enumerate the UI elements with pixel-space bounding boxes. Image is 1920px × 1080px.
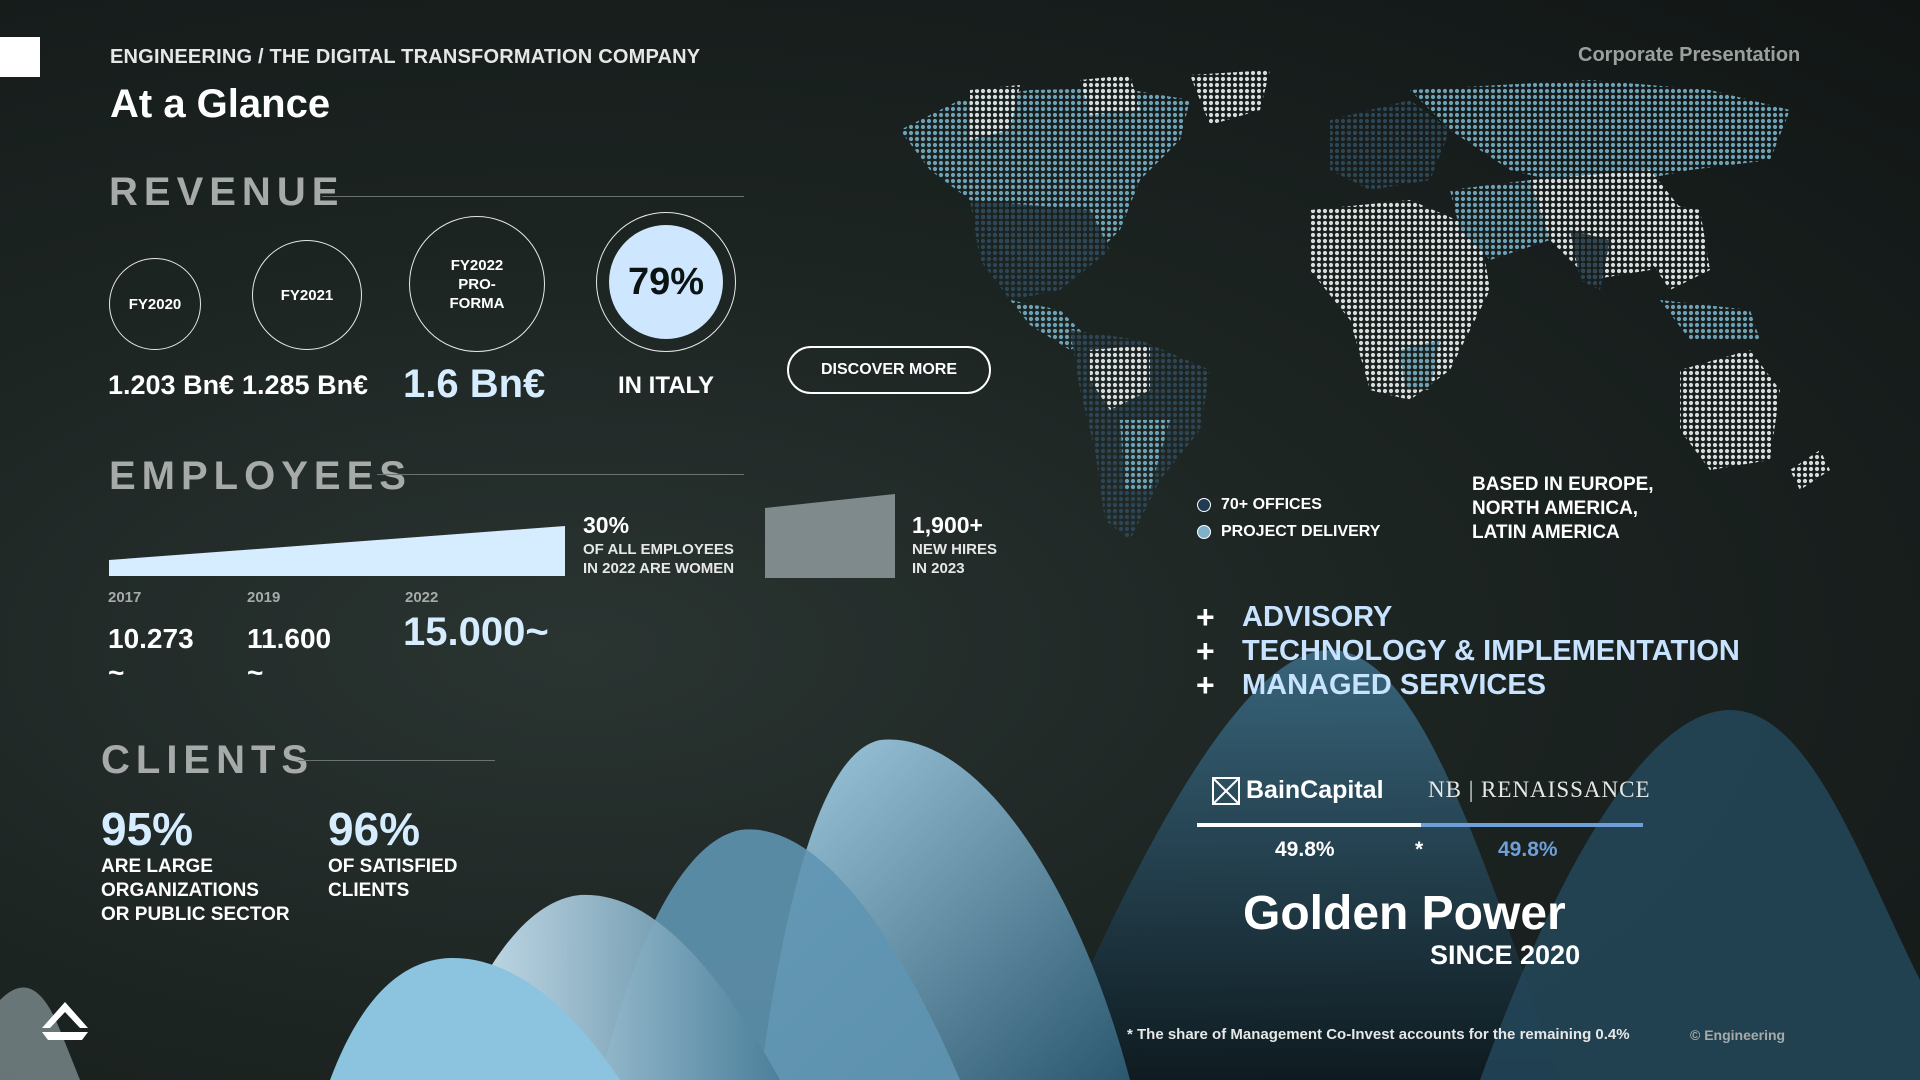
revenue-circle-fy2020: FY2020: [109, 258, 201, 350]
large-org-pct: 95%: [101, 803, 194, 855]
page-title: At a Glance: [110, 82, 331, 126]
hires-label-2: IN 2023: [912, 560, 965, 577]
large-org-label-1: ARE LARGE: [101, 856, 213, 877]
employees-year-2019: 2019: [247, 589, 281, 606]
clients-divider: [298, 760, 495, 761]
nb-renaissance-logo: NB | RENAISSANCE: [1428, 777, 1651, 802]
clients-heading: CLIENTS: [101, 738, 315, 782]
golden-power-since: SINCE 2020: [1430, 940, 1581, 970]
service-item-advisory: + ADVISORY: [1196, 598, 1393, 635]
revenue-divider: [322, 196, 744, 197]
employees-year-2022: 2022: [405, 589, 439, 606]
hires-label-1: NEW HIRES: [912, 541, 998, 558]
hires-count: 1,900+: [912, 512, 983, 538]
ownership-pct-b: 49.8%: [1498, 838, 1558, 861]
revenue-circle-fy2022: FY2022 PRO-FORMA: [409, 216, 545, 352]
legend-offices-dot: [1197, 498, 1211, 512]
italy-label: IN ITALY: [618, 372, 715, 399]
employees-value-2022: 15.000~: [403, 610, 549, 654]
decorative-waves: [0, 650, 1920, 1080]
employees-value-2019: 11.600 ~: [247, 623, 332, 688]
revenue-circle-italy: 79%: [596, 212, 736, 352]
legend-delivery-label: PROJECT DELIVERY: [1221, 523, 1381, 540]
legend-offices-label: 70+ OFFICES: [1221, 496, 1322, 513]
women-pct: 30%: [583, 512, 630, 538]
ownership-separator: *: [1415, 838, 1424, 861]
footnote: * The share of Management Co-Invest acco…: [1127, 1026, 1630, 1043]
ownership-pct-a: 49.8%: [1275, 838, 1335, 861]
employees-heading: EMPLOYEES: [109, 454, 412, 498]
large-org-label-2: ORGANIZATIONS: [101, 880, 259, 901]
corner-tab: [0, 37, 40, 77]
satisfied-label-2: CLIENTS: [328, 880, 410, 901]
employees-value-2017: 10.273 ~: [108, 623, 194, 688]
ownership-bar-a: [1197, 823, 1421, 827]
service-item-managed: + MANAGED SERVICES: [1196, 666, 1547, 703]
revenue-heading: REVENUE: [109, 170, 345, 214]
baincapital-logo: BainCapital: [1212, 776, 1384, 805]
copyright: © Engineering: [1690, 1027, 1786, 1043]
new-hires-block: [765, 494, 895, 578]
ownership-bar-b: [1421, 823, 1643, 827]
world-map: [900, 70, 1830, 540]
legend-delivery-dot: [1197, 525, 1211, 539]
engineering-logo-icon: [42, 1002, 88, 1040]
revenue-value-fy2022: 1.6 Bn€: [403, 362, 546, 406]
satisfied-pct: 96%: [328, 803, 421, 855]
women-label-2: IN 2022 ARE WOMEN: [583, 560, 735, 577]
plus-icon: +: [1196, 598, 1215, 635]
service-item-technology: + TECHNOLOGY & IMPLEMENTATION: [1196, 632, 1740, 669]
plus-icon: +: [1196, 632, 1215, 669]
company-line: ENGINEERING / THE DIGITAL TRANSFORMATION…: [110, 46, 701, 68]
revenue-circle-fy2021: FY2021: [252, 240, 362, 350]
employees-year-2017: 2017: [108, 589, 142, 606]
corporate-label: Corporate Presentation: [1578, 44, 1801, 66]
satisfied-label-1: OF SATISFIED: [328, 856, 458, 877]
italy-pct-badge: 79%: [609, 225, 723, 339]
services-list: + ADVISORY + TECHNOLOGY & IMPLEMENTATION…: [1196, 598, 1740, 703]
revenue-value-fy2021: 1.285 Bn€: [242, 370, 369, 400]
based-in-text: BASED IN EUROPE, NORTH AMERICA, LATIN AM…: [1472, 474, 1654, 543]
revenue-value-fy2020: 1.203 Bn€: [108, 370, 235, 400]
employees-growth-wedge: [109, 526, 565, 576]
women-label-1: OF ALL EMPLOYEES: [583, 541, 734, 558]
discover-more-button[interactable]: DISCOVER MORE: [787, 346, 991, 394]
golden-power-title: Golden Power: [1243, 887, 1566, 940]
plus-icon: +: [1196, 666, 1215, 703]
employees-divider: [377, 474, 744, 475]
large-org-label-3: OR PUBLIC SECTOR: [101, 904, 290, 925]
baincapital-mark-icon: [1212, 776, 1240, 805]
